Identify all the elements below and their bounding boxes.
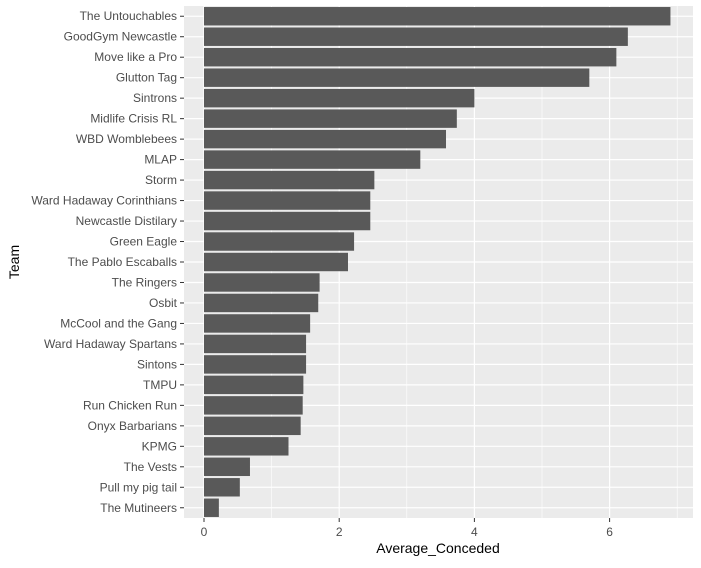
bar — [204, 355, 307, 374]
y-tick-label: Osbit — [149, 296, 178, 310]
bar — [204, 457, 250, 477]
y-tick-label: McCool and the Gang — [60, 316, 177, 330]
y-tick-label: Green Eagle — [110, 235, 178, 249]
y-tick-label: Newcastle Distilary — [76, 214, 177, 228]
bar — [204, 416, 301, 436]
y-tick-label: The Ringers — [112, 275, 177, 289]
y-tick-label: Pull my pig tail — [100, 480, 177, 494]
bar — [204, 375, 304, 395]
y-tick-label: GoodGym Newcastle — [64, 30, 178, 44]
bar — [204, 150, 421, 169]
bar — [204, 437, 289, 456]
y-axis-label: Team — [6, 245, 22, 279]
y-tick-labels: The Untouchables GoodGym Newcastle Move li… — [31, 9, 184, 515]
bar — [204, 314, 311, 333]
bar — [204, 170, 375, 190]
bar — [204, 498, 219, 517]
y-tick-label: Ward Hadaway Spartans — [44, 337, 177, 351]
x-tick-label: 2 — [336, 525, 343, 539]
bar — [204, 129, 447, 149]
y-tick-label: The Untouchables — [80, 9, 177, 23]
bar — [204, 334, 307, 354]
y-tick-label: MLAP — [144, 153, 177, 167]
bar — [204, 68, 590, 87]
y-tick-label: The Pablo Escaballs — [68, 255, 177, 269]
y-tick-label: TMPU — [143, 378, 177, 392]
x-axis-label: Average_Conceded — [376, 540, 500, 556]
y-tick-label: Sintrons — [133, 91, 177, 105]
bar — [204, 27, 628, 46]
y-tick-label: The Mutineers — [100, 501, 177, 515]
bar — [204, 396, 303, 415]
y-tick-label: Move like a Pro — [94, 50, 177, 64]
bar — [204, 191, 371, 210]
bars — [204, 7, 671, 517]
y-tick-label: Onyx Barbarians — [88, 419, 177, 433]
bar — [204, 88, 475, 108]
bar — [204, 232, 355, 251]
y-tick-label: Run Chicken Run — [83, 398, 177, 412]
bar — [204, 293, 319, 313]
y-tick-label: The Vests — [124, 460, 177, 474]
x-tick-label: 6 — [606, 525, 613, 539]
y-tick-label: Glutton Tag — [116, 71, 177, 85]
bar — [204, 109, 457, 128]
bar — [204, 478, 240, 497]
x-tick-label: 0 — [201, 525, 208, 539]
y-tick-label: Ward Hadaway Corinthians — [31, 194, 177, 208]
bar — [204, 47, 617, 67]
y-tick-label: WBD Womblebees — [76, 132, 177, 146]
bar — [204, 7, 671, 26]
x-tick-labels: 0 2 4 6 — [201, 518, 613, 539]
bar — [204, 273, 320, 292]
x-tick-label: 4 — [471, 525, 478, 539]
y-tick-label: Sintons — [137, 357, 177, 371]
bar — [204, 211, 371, 231]
y-tick-label: Storm — [145, 173, 177, 187]
y-tick-label: Midlife Crisis RL — [90, 112, 177, 126]
bar — [204, 252, 348, 272]
y-tick-label: KPMG — [142, 439, 177, 453]
